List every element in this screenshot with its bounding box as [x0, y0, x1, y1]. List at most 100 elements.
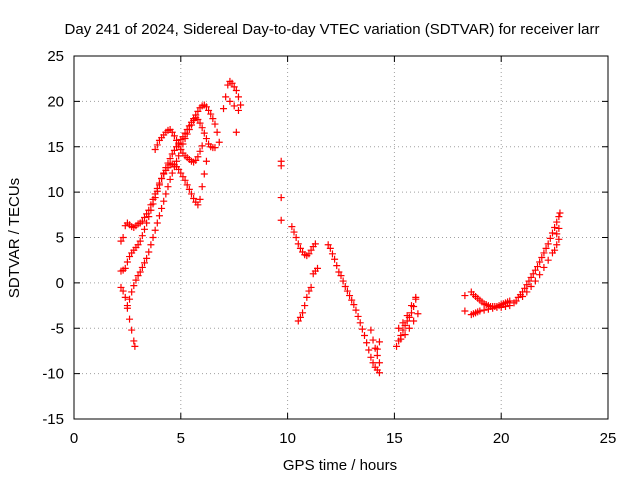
data-point	[126, 253, 134, 261]
data-point	[369, 359, 377, 367]
data-point	[501, 302, 509, 310]
data-point	[534, 263, 542, 271]
data-point	[194, 116, 202, 124]
data-point	[121, 264, 129, 272]
data-point	[158, 204, 166, 212]
data-point	[296, 244, 304, 252]
data-point	[343, 287, 351, 295]
data-point	[185, 126, 193, 134]
data-point	[155, 212, 163, 220]
data-point	[288, 223, 296, 231]
data-point	[303, 293, 311, 301]
data-point	[405, 324, 413, 332]
data-point	[224, 81, 232, 89]
data-point	[292, 234, 300, 241]
data-point	[202, 135, 210, 143]
data-point	[531, 266, 539, 274]
chart-title: Day 241 of 2024, Sidereal Day-to-day VTE…	[65, 21, 600, 38]
data-point	[166, 155, 174, 163]
data-point	[525, 277, 533, 285]
data-point	[175, 141, 183, 149]
data-point	[175, 152, 183, 160]
data-point	[119, 287, 127, 295]
data-point	[179, 140, 187, 148]
data-point	[307, 246, 315, 254]
data-point	[179, 173, 187, 181]
data-point	[335, 268, 343, 276]
data-point	[348, 296, 356, 304]
series-pass-B	[117, 101, 223, 275]
data-point	[527, 283, 535, 291]
data-point	[226, 97, 234, 105]
data-point	[130, 337, 138, 345]
series-pass-C	[117, 283, 139, 350]
data-point	[551, 246, 559, 254]
y-tick-label: 0	[56, 275, 64, 292]
data-point	[211, 120, 219, 128]
data-point	[168, 169, 176, 177]
data-point	[136, 268, 144, 276]
data-point	[395, 324, 403, 332]
data-point	[480, 306, 488, 314]
x-axis-label: GPS time / hours	[283, 457, 397, 474]
data-point	[399, 326, 407, 334]
data-point	[461, 292, 469, 300]
data-point	[536, 258, 544, 266]
data-point	[183, 130, 191, 138]
data-point	[555, 224, 563, 232]
data-point	[523, 281, 531, 289]
data-point	[544, 240, 552, 248]
data-points	[117, 77, 564, 377]
y-tick-label: 15	[47, 139, 64, 156]
x-tick-label: 15	[386, 430, 403, 447]
data-point	[290, 228, 298, 236]
data-point	[187, 121, 195, 129]
data-point	[138, 263, 146, 271]
data-point	[375, 369, 383, 377]
data-point	[536, 271, 544, 279]
series-pass-G	[277, 157, 285, 224]
data-point	[164, 183, 172, 191]
data-point	[375, 338, 383, 346]
data-point	[192, 156, 200, 164]
data-point	[121, 293, 129, 301]
data-point	[553, 230, 561, 238]
data-point	[360, 332, 368, 340]
y-axis-label: SDTVAR / TECUs	[6, 178, 23, 298]
data-point	[294, 317, 302, 325]
x-tick-label: 10	[279, 430, 296, 447]
data-point	[147, 241, 155, 249]
data-point	[555, 235, 563, 243]
data-point	[119, 234, 127, 241]
data-point	[555, 213, 563, 221]
data-point	[187, 190, 195, 198]
data-point	[354, 312, 362, 320]
data-point	[155, 181, 163, 189]
data-point	[414, 310, 422, 318]
data-point	[196, 195, 204, 203]
data-point	[153, 187, 161, 195]
series-pass-H	[288, 223, 319, 260]
data-point	[234, 93, 242, 101]
data-point	[175, 165, 183, 173]
data-point	[130, 282, 138, 290]
data-point	[138, 232, 146, 240]
data-point	[213, 128, 221, 136]
data-point	[168, 150, 176, 158]
data-point	[230, 83, 238, 91]
data-point	[546, 234, 554, 242]
data-point	[153, 219, 161, 227]
data-point	[131, 342, 139, 350]
data-point	[277, 194, 285, 202]
data-point	[553, 241, 561, 249]
y-tick-label: 20	[47, 93, 64, 110]
data-point	[190, 194, 198, 202]
data-point	[198, 142, 206, 150]
data-point	[170, 146, 178, 154]
data-point	[215, 138, 223, 146]
data-point	[173, 157, 181, 165]
axis-ticks	[73, 55, 609, 420]
data-point	[145, 248, 153, 256]
data-point	[324, 241, 332, 249]
data-point	[407, 302, 415, 310]
